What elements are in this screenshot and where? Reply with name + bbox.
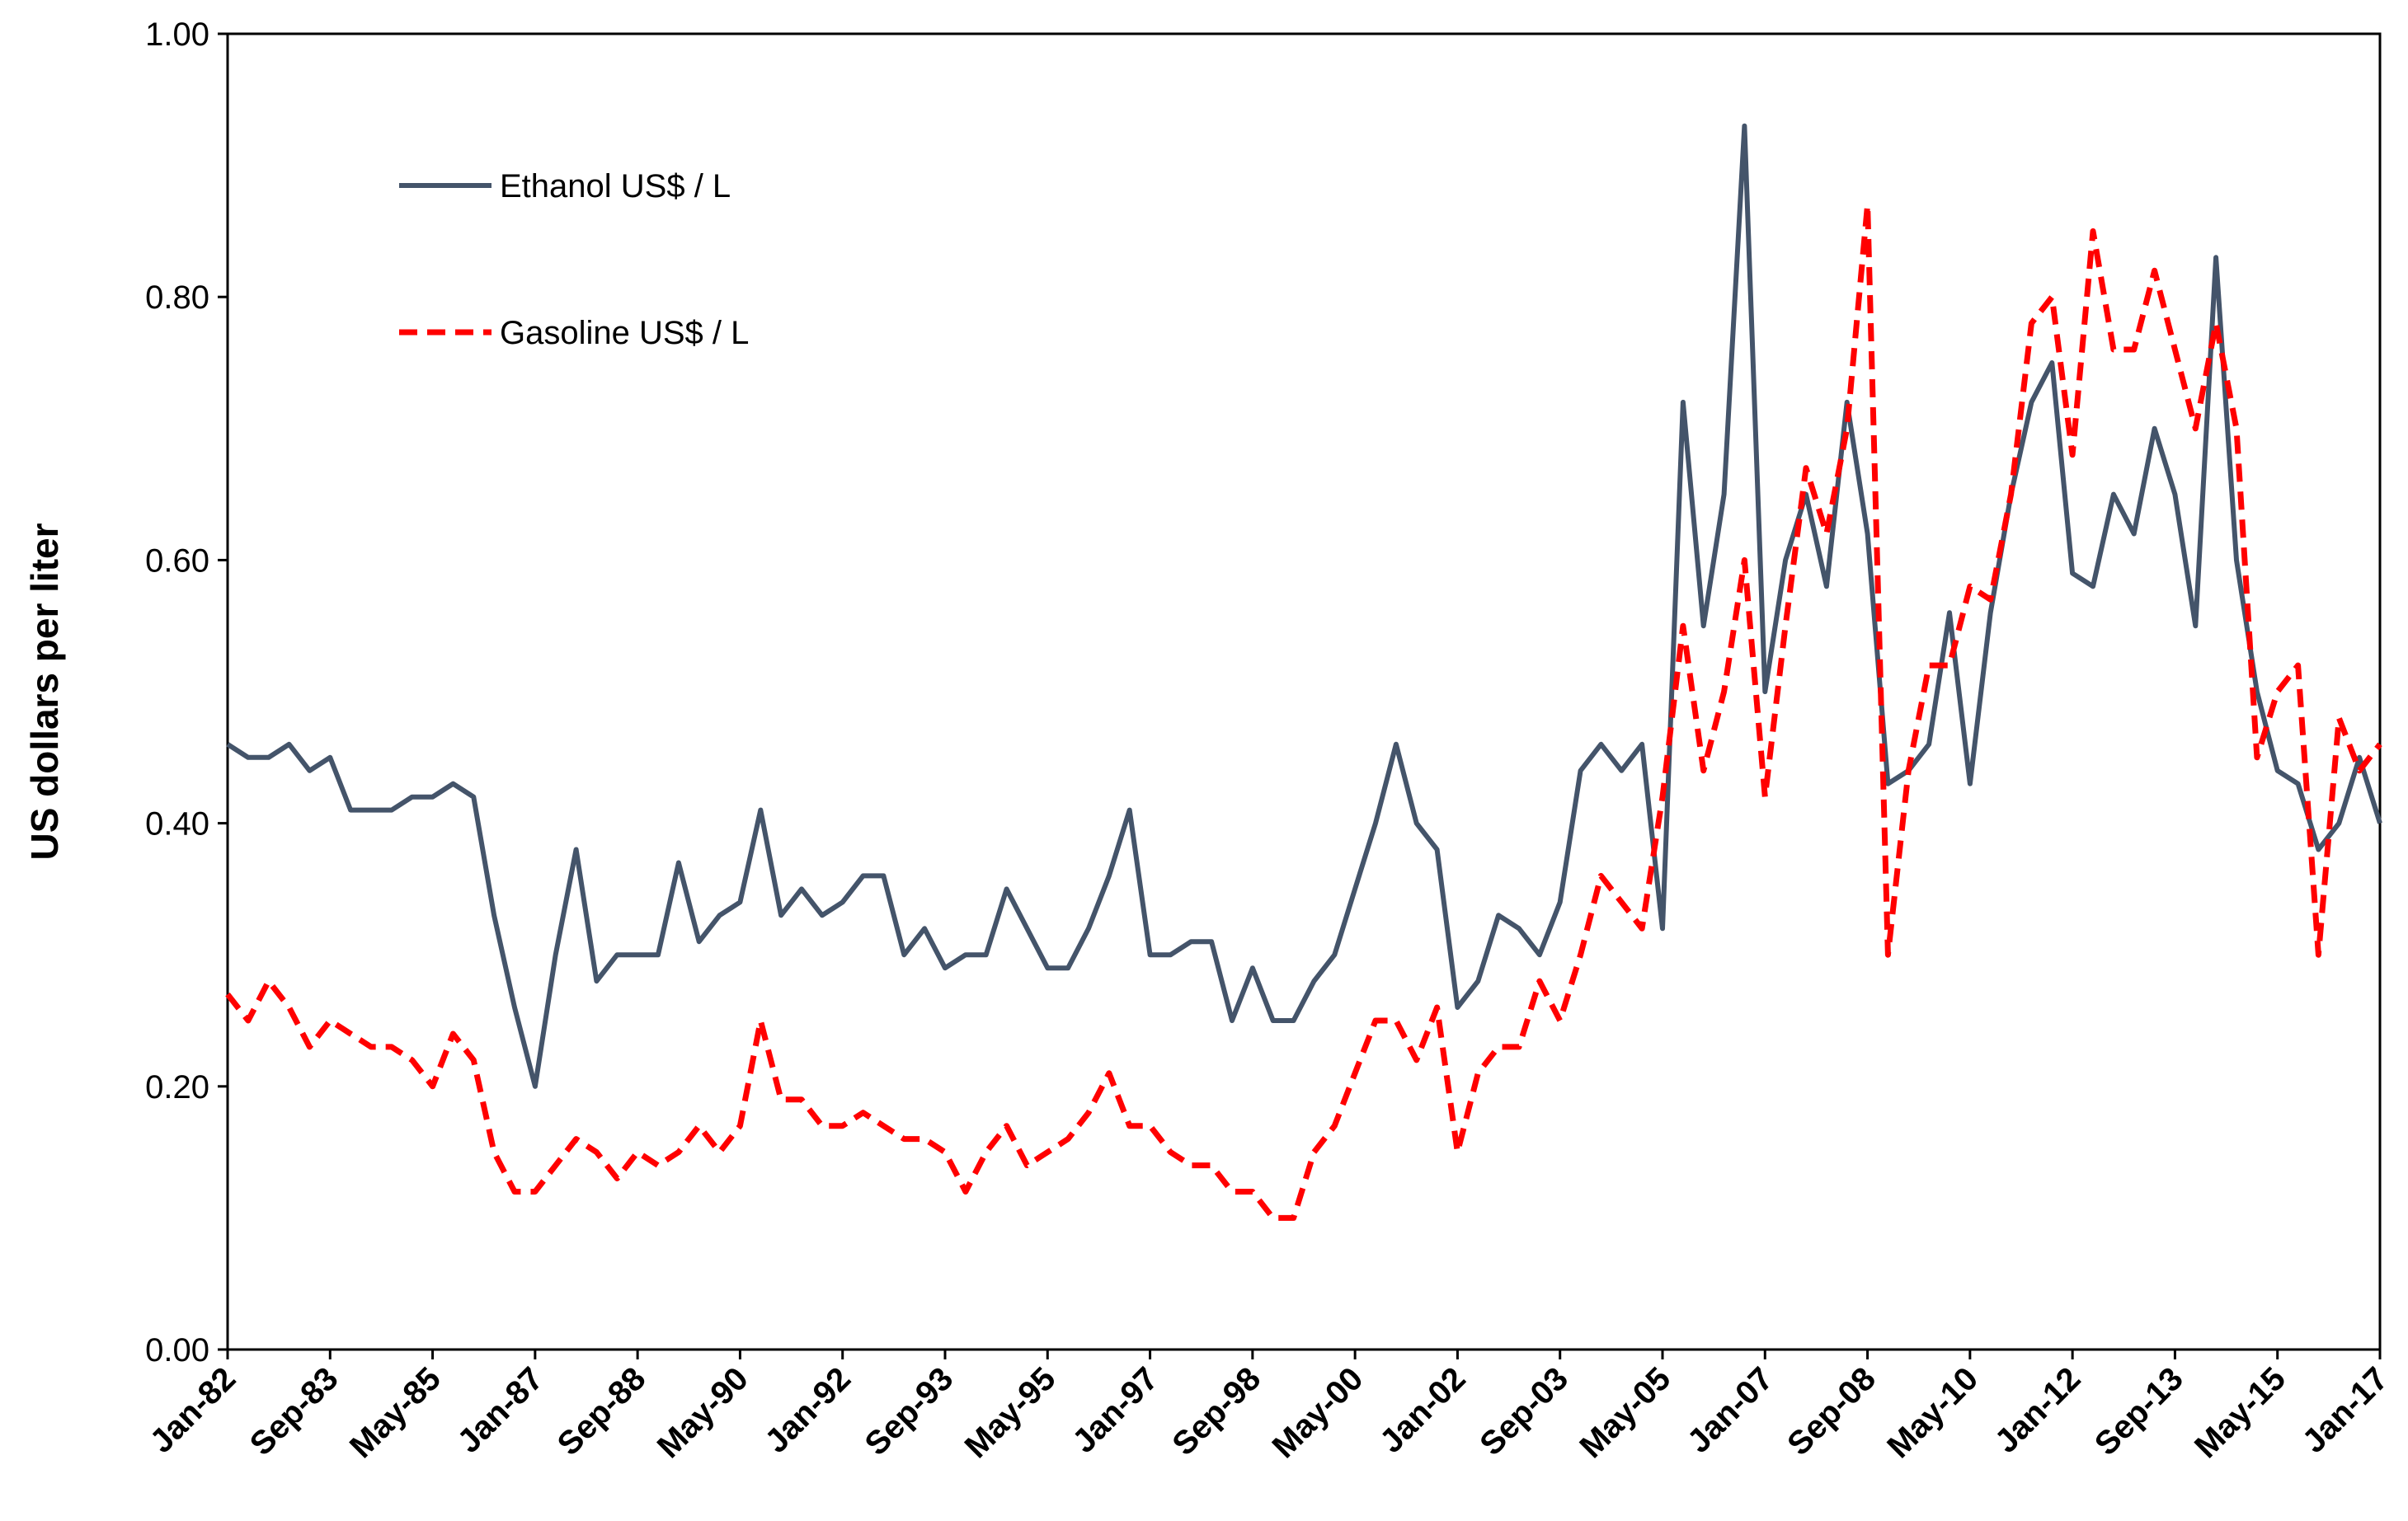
series-line: [225, 202, 2382, 1221]
x-tick-label: Sep-88: [551, 1360, 653, 1462]
x-tick-label: May-15: [2188, 1360, 2293, 1465]
series-line: [226, 123, 2382, 1089]
legend-label: Ethanol US$ / L: [500, 168, 731, 204]
x-tick-label: Sep-98: [1165, 1360, 1267, 1462]
plot-frame: [226, 32, 2382, 1351]
x-tick-label: Sep-83: [243, 1360, 346, 1462]
x-tick-label: Jan-92: [758, 1360, 858, 1460]
y-axis-title: US dollars per liter: [23, 523, 66, 860]
y-tick-label: 0.00: [145, 1332, 209, 1368]
x-tick-label: Jan-12: [1988, 1360, 2088, 1460]
y-tick-label: 0.80: [145, 279, 209, 316]
x-tick-label: Jan-17: [2296, 1360, 2396, 1460]
y-tick-label: 0.40: [145, 806, 209, 843]
x-tick-label: May-95: [958, 1360, 1063, 1465]
x-tick-label: May-90: [651, 1360, 755, 1465]
x-tick-label: May-00: [1265, 1360, 1370, 1465]
x-tick-label: Sep-03: [1473, 1360, 1575, 1462]
legend-label: Gasoline US$ / L: [500, 315, 749, 351]
x-tick-label: Sep-08: [1780, 1360, 1883, 1462]
x-tick-label: May-85: [343, 1360, 448, 1465]
y-tick-label: 1.00: [145, 16, 209, 53]
x-tick-label: Sep-13: [2088, 1360, 2190, 1462]
x-tick-label: Jan-07: [1681, 1360, 1780, 1460]
x-tick-label: May-10: [1880, 1360, 1985, 1465]
x-tick-label: Jan-87: [450, 1360, 550, 1460]
x-tick-label: May-05: [1573, 1360, 1677, 1465]
y-tick-label: 0.20: [145, 1069, 209, 1106]
x-tick-label: Jan-97: [1065, 1360, 1165, 1460]
x-tick-label: Sep-93: [858, 1360, 960, 1462]
x-tick-label: Jan-02: [1373, 1360, 1473, 1460]
y-tick-label: 0.60: [145, 542, 209, 579]
x-tick-label: Jan-82: [143, 1360, 243, 1460]
